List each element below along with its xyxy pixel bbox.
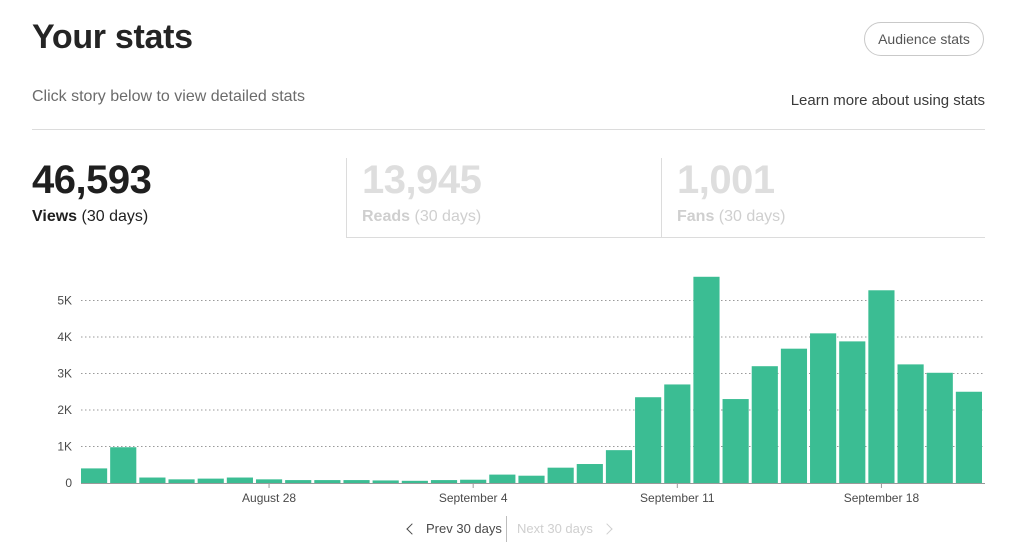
- bar[interactable]: [955, 391, 982, 483]
- reads-name: Reads: [362, 208, 411, 225]
- audience-stats-button[interactable]: Audience stats: [864, 22, 984, 56]
- x-tick-label: September 11: [640, 491, 715, 505]
- bar[interactable]: [722, 399, 749, 483]
- bar[interactable]: [285, 480, 312, 483]
- bar[interactable]: [576, 464, 603, 483]
- fans-stat-tab[interactable]: 1,001 Fans (30 days): [661, 158, 985, 238]
- bar[interactable]: [139, 477, 166, 483]
- views-period: (30 days): [81, 208, 149, 225]
- y-tick-label: 2K: [57, 403, 72, 417]
- bar[interactable]: [693, 276, 720, 483]
- y-tick-label: 4K: [57, 330, 72, 344]
- views-label: Views (30 days): [32, 208, 346, 226]
- bar[interactable]: [430, 480, 458, 483]
- reads-label: Reads (30 days): [362, 208, 661, 226]
- bar[interactable]: [839, 341, 866, 483]
- bar[interactable]: [518, 475, 545, 483]
- chevron-right-icon: [601, 522, 613, 535]
- bar[interactable]: [314, 480, 341, 483]
- pager: Prev 30 days Next 30 days: [400, 516, 630, 542]
- bar[interactable]: [810, 333, 837, 483]
- bar[interactable]: [197, 478, 224, 483]
- reads-value: 13,945: [362, 158, 482, 202]
- next-30-days-button: Next 30 days: [517, 521, 613, 536]
- bar[interactable]: [664, 384, 691, 483]
- bar[interactable]: [926, 372, 953, 483]
- views-name: Views: [32, 208, 78, 225]
- bar[interactable]: [110, 447, 137, 483]
- bar[interactable]: [547, 467, 574, 483]
- views-value: 46,593: [32, 158, 152, 202]
- x-tick-label: September 4: [439, 491, 508, 505]
- prev-30-days-button[interactable]: Prev 30 days: [402, 521, 502, 536]
- bar[interactable]: [897, 364, 924, 483]
- x-tick-label: September 18: [844, 491, 920, 505]
- chevron-left-icon: [406, 522, 418, 535]
- bar[interactable]: [226, 477, 253, 483]
- bar[interactable]: [372, 480, 399, 483]
- next-label: Next 30 days: [517, 521, 593, 536]
- bar[interactable]: [605, 450, 633, 483]
- page-title: Your stats: [32, 18, 193, 56]
- bar[interactable]: [489, 474, 516, 483]
- pager-divider: [506, 516, 507, 542]
- x-tick-label: August 28: [242, 491, 296, 505]
- bar[interactable]: [780, 348, 808, 483]
- bar[interactable]: [343, 480, 370, 483]
- bar[interactable]: [168, 479, 195, 483]
- bar[interactable]: [81, 468, 108, 483]
- reads-stat-tab[interactable]: 13,945 Reads (30 days): [346, 158, 661, 238]
- fans-period: (30 days): [718, 208, 786, 225]
- y-tick-label: 0: [65, 476, 72, 490]
- y-tick-label: 3K: [57, 367, 72, 381]
- views-stat-tab[interactable]: 46,593 Views (30 days): [32, 158, 346, 238]
- subtitle: Click story below to view detailed stats: [32, 88, 305, 105]
- bar[interactable]: [255, 479, 283, 483]
- fans-name: Fans: [677, 208, 715, 225]
- fans-label: Fans (30 days): [677, 208, 985, 226]
- reads-period: (30 days): [414, 208, 482, 225]
- bar[interactable]: [460, 479, 487, 483]
- y-tick-label: 5K: [57, 294, 72, 308]
- prev-label: Prev 30 days: [426, 521, 502, 536]
- bar[interactable]: [751, 366, 778, 483]
- y-tick-label: 1K: [57, 440, 72, 454]
- bar[interactable]: [401, 480, 428, 483]
- header-divider: [32, 129, 985, 130]
- bar[interactable]: [635, 397, 662, 483]
- learn-more-link[interactable]: Learn more about using stats: [790, 92, 985, 109]
- bar[interactable]: [868, 290, 895, 483]
- views-bar-chart: 0 1K 2K 3K 4K 5K August 28 September 4 September…: [57, 276, 985, 505]
- fans-value: 1,001: [677, 158, 775, 202]
